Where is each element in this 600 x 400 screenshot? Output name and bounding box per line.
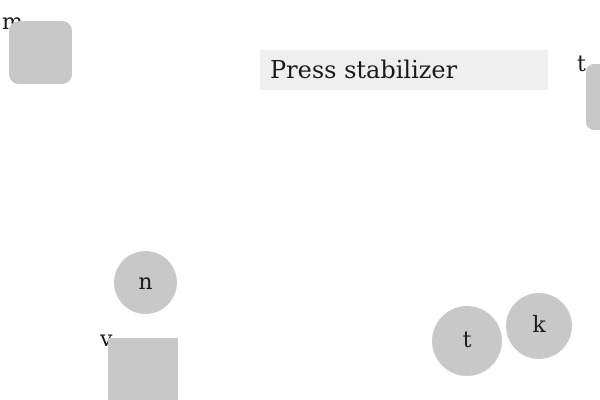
control-n-button[interactable]: n	[114, 251, 177, 314]
control-k-button[interactable]: k	[506, 293, 572, 359]
control-t-button[interactable]: t	[432, 306, 502, 376]
control-v-button[interactable]	[108, 338, 178, 400]
control-t-edge-label: t	[577, 52, 586, 77]
control-t-label: t	[462, 328, 472, 353]
control-t-edge-button[interactable]	[586, 64, 600, 130]
control-k-label: k	[532, 313, 546, 338]
instruction-banner: Press stabilizer	[260, 50, 548, 90]
instruction-text: Press stabilizer	[270, 56, 458, 84]
control-n-label: n	[138, 269, 153, 295]
control-m-button[interactable]	[9, 21, 72, 84]
